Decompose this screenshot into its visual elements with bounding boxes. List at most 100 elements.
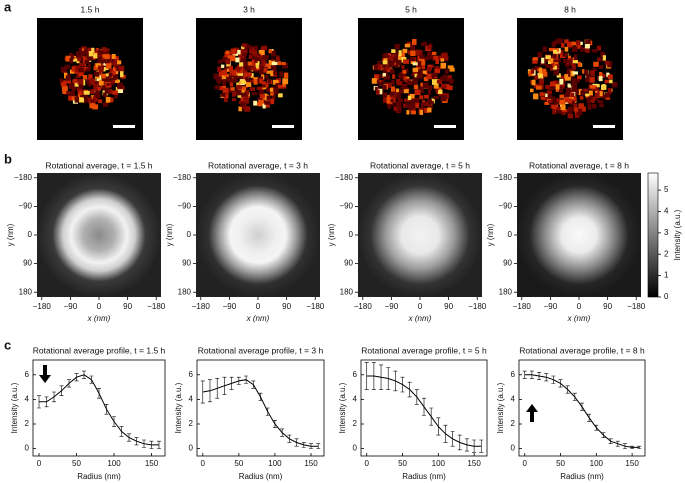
- pixel: [387, 57, 394, 61]
- pixel: [91, 47, 95, 53]
- pixel: [409, 57, 415, 62]
- pixel: [64, 64, 71, 69]
- pixel: [256, 86, 263, 91]
- pixel: [274, 88, 279, 95]
- chart-title: Rotational average profile, t = 8 h: [519, 345, 645, 355]
- pixel: [231, 98, 237, 102]
- pixel: [69, 57, 73, 64]
- pixel: [98, 49, 102, 54]
- x-tick-label: 0: [523, 459, 528, 468]
- pixel: [271, 65, 277, 71]
- error-bar: [280, 428, 285, 437]
- pixel: [572, 46, 578, 53]
- pixel: [271, 94, 276, 100]
- pixel: [421, 64, 426, 70]
- pixel: [98, 99, 103, 104]
- pixel: [232, 91, 236, 97]
- pixel: [245, 66, 251, 70]
- pixel: [246, 45, 253, 49]
- pixel: [224, 73, 229, 78]
- error-bar: [316, 443, 321, 449]
- pixel: [99, 67, 104, 73]
- panel-label: c: [4, 337, 11, 352]
- y-tick-label: 0: [187, 230, 192, 239]
- y-tick-label: −90: [177, 201, 191, 210]
- pixel: [568, 85, 573, 90]
- error-bar: [450, 431, 455, 447]
- x-tick-label: −90: [223, 302, 237, 311]
- pixel: [547, 94, 553, 99]
- pixel: [602, 55, 606, 61]
- error-bar: [309, 443, 314, 449]
- pixel: [388, 82, 392, 88]
- pixel: [69, 91, 75, 97]
- pixel: [98, 79, 104, 86]
- pixel: [447, 75, 453, 79]
- pixel: [376, 79, 380, 84]
- pixel: [408, 104, 413, 111]
- pixel: [271, 50, 276, 57]
- x-tick-label: 90: [282, 302, 291, 311]
- y-tick-label: −180: [494, 173, 513, 182]
- error-bar: [637, 445, 642, 449]
- error-bar: [464, 438, 469, 452]
- pixel: [410, 101, 414, 107]
- pixel: [570, 63, 576, 67]
- pixel: [391, 79, 395, 85]
- pixel: [397, 107, 402, 113]
- pixel: [226, 77, 232, 82]
- pixel: [261, 45, 268, 50]
- y-tick-label: −180: [173, 173, 192, 182]
- pixel: [601, 84, 607, 90]
- y-tick-label: 90: [344, 259, 353, 268]
- pixel: [447, 85, 453, 91]
- pixel: [403, 88, 409, 94]
- pixel: [578, 103, 584, 109]
- pixel: [553, 72, 559, 76]
- pixel: [261, 57, 266, 63]
- pixel: [220, 58, 227, 63]
- pixel: [550, 81, 556, 87]
- x-tick-label: 150: [625, 459, 639, 468]
- x-tick-label: 0: [365, 459, 370, 468]
- pixel: [374, 74, 379, 81]
- pixel: [78, 97, 85, 103]
- error-bar: [207, 379, 212, 403]
- pixel: [79, 62, 85, 67]
- y-axis-label: Intensity (a.u.): [10, 382, 19, 433]
- pixel: [389, 69, 395, 74]
- pixel: [262, 103, 266, 109]
- pixel: [66, 78, 71, 84]
- pixel: [584, 44, 590, 49]
- pixel: [261, 60, 266, 67]
- pixel: [552, 108, 556, 115]
- pixel: [277, 93, 283, 98]
- pixel: [230, 87, 235, 91]
- pixel: [420, 107, 426, 111]
- error-bar: [608, 438, 613, 444]
- pixel: [394, 43, 400, 50]
- y-tick-label: 0: [353, 444, 358, 453]
- error-bar: [119, 426, 124, 437]
- pixel: [537, 72, 544, 79]
- pixel: [564, 76, 571, 81]
- pixel: [105, 50, 110, 55]
- pixel: [241, 92, 247, 98]
- pixel: [559, 78, 564, 85]
- scale-bar: [272, 125, 294, 128]
- colorbar-tick-label: 5: [664, 185, 669, 194]
- pixel: [106, 88, 110, 92]
- pixel: [262, 81, 267, 85]
- pixel: [233, 76, 238, 82]
- pixel: [264, 100, 270, 105]
- pixel: [428, 89, 432, 95]
- y-tick-label: 2: [189, 419, 194, 428]
- pixel: [438, 55, 444, 60]
- pixel: [441, 52, 448, 59]
- x-tick-label: −180: [468, 302, 487, 311]
- pixel: [571, 81, 578, 87]
- pixel: [433, 83, 439, 89]
- pixel: [75, 51, 79, 57]
- error-bar: [222, 376, 227, 395]
- pixel: [567, 98, 572, 104]
